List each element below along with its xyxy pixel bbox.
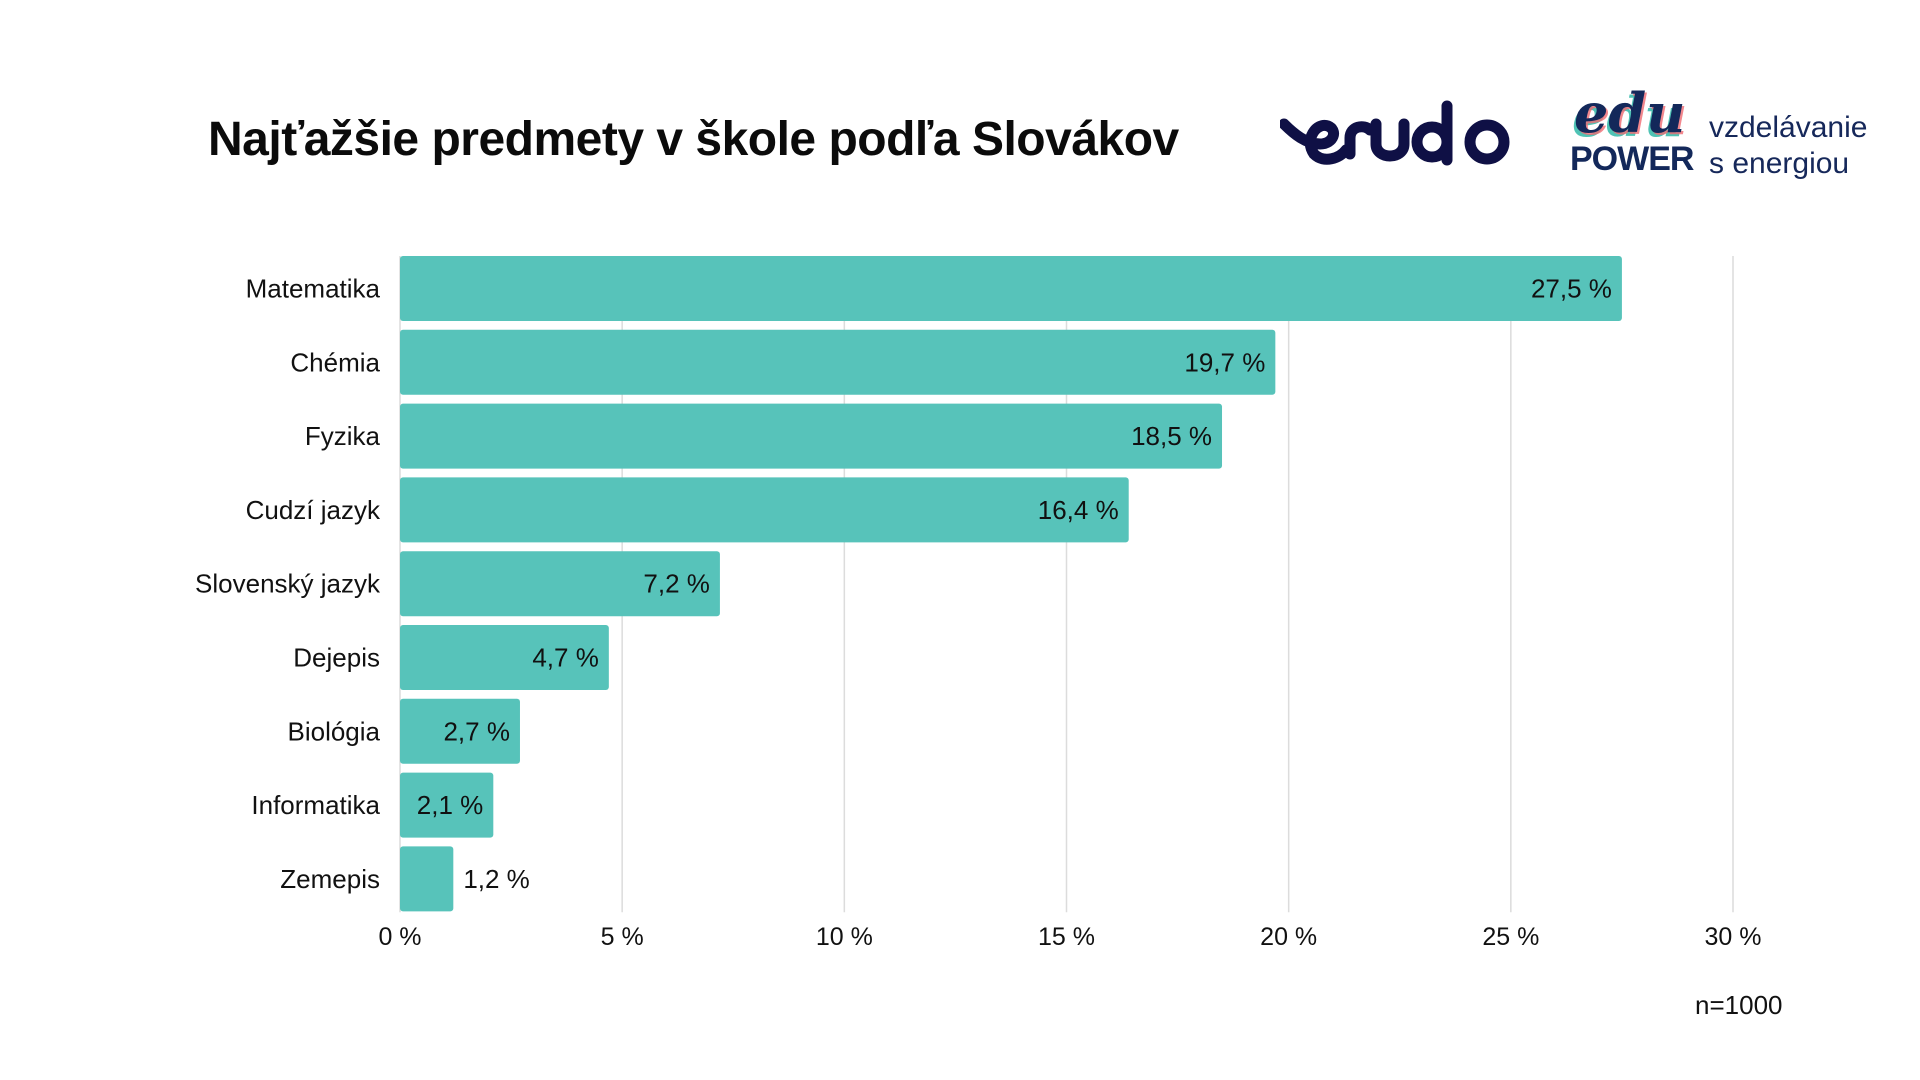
bar <box>400 329 1276 395</box>
category-label: Chémia <box>290 347 380 377</box>
data-label: 18,5 % <box>1131 421 1212 451</box>
bar <box>400 698 520 764</box>
tagline: vzdelávanie s energiou <box>1709 110 1867 182</box>
bar <box>400 551 720 617</box>
category-label: Cudzí jazyk <box>246 495 381 525</box>
data-label: 4,7 % <box>532 643 599 673</box>
bar <box>400 477 1129 543</box>
svg-text:edu: edu <box>1576 83 1687 147</box>
svg-text:edu: edu <box>1574 82 1685 145</box>
bar <box>400 772 494 838</box>
bar <box>400 625 609 690</box>
data-label: 27,5 % <box>1531 274 1612 304</box>
erudo-logo <box>1280 100 1510 166</box>
category-label: Biológia <box>287 716 380 746</box>
category-label: Slovenský jazyk <box>195 569 381 599</box>
category-label: Zemepis <box>280 864 380 894</box>
data-label: 2,7 % <box>443 716 510 746</box>
x-tick-label: 15 % <box>1038 923 1095 951</box>
data-label: 16,4 % <box>1038 495 1119 525</box>
bar <box>400 403 1223 469</box>
category-label: Matematika <box>246 274 381 304</box>
x-tick-label: 0 % <box>378 923 421 951</box>
x-tick-label: 30 % <box>1705 923 1762 951</box>
tagline-line1: vzdelávanie <box>1709 111 1868 144</box>
chart-title: Najťažšie predmety v škole podľa Slováko… <box>208 113 1179 166</box>
x-tick-label: 5 % <box>601 923 644 951</box>
tagline-line2: s energiou <box>1709 147 1850 180</box>
bar <box>400 256 1622 321</box>
svg-text:POWER: POWER <box>1570 140 1694 174</box>
data-label: 7,2 % <box>643 569 710 599</box>
sample-size-note: n=1000 <box>1695 990 1783 1020</box>
data-label: 19,7 % <box>1184 347 1265 377</box>
category-label: Dejepis <box>293 643 380 673</box>
edupower-logo: edu edu edu POWER <box>1570 82 1695 174</box>
category-label: Fyzika <box>305 421 381 451</box>
x-tick-label: 10 % <box>816 923 873 951</box>
category-label: Informatika <box>251 790 380 820</box>
svg-text:edu: edu <box>1572 85 1683 149</box>
data-label: 1,2 % <box>463 864 530 894</box>
bar <box>400 846 454 912</box>
x-tick-label: 25 % <box>1482 923 1539 951</box>
data-label: 2,1 % <box>417 790 484 820</box>
x-tick-label: 20 % <box>1260 923 1317 951</box>
